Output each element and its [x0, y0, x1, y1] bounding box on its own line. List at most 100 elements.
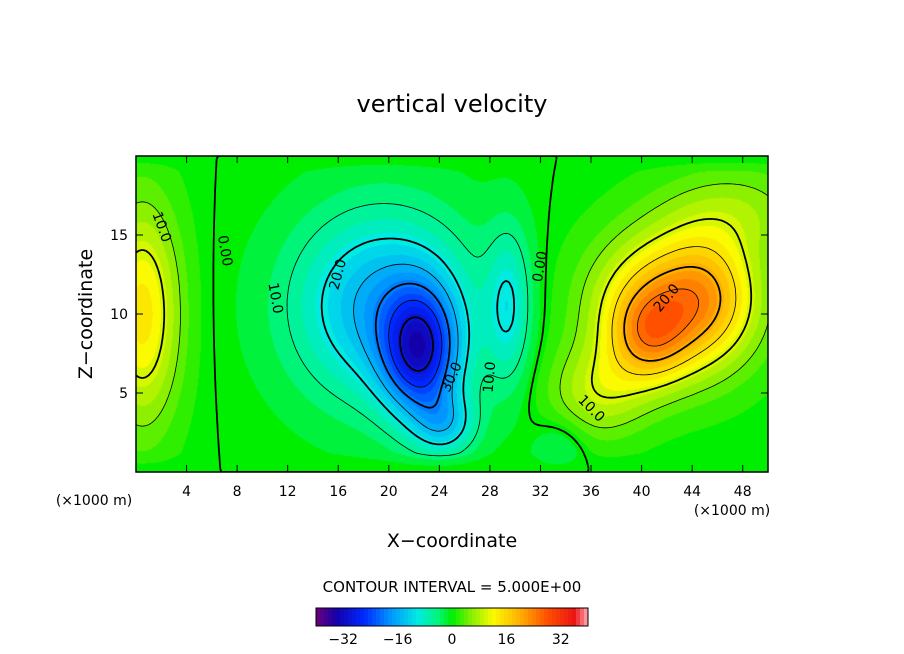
- colorbar-tick-label: 0: [448, 632, 457, 648]
- colorbar-swatch: [556, 608, 561, 626]
- x-tick-label: 20: [380, 484, 398, 500]
- colorbar-swatch: [336, 608, 341, 626]
- colorbar-swatch: [384, 608, 389, 626]
- x-tick-label: 12: [279, 484, 297, 500]
- colorbar-swatch: [468, 608, 473, 626]
- colorbar: [316, 608, 589, 626]
- colorbar-swatch: [412, 608, 417, 626]
- contour-label: 10.0: [264, 281, 285, 314]
- colorbar-swatch: [316, 608, 321, 626]
- colorbar-swatch: [560, 608, 565, 626]
- contour-line-level-0: [212, 156, 590, 472]
- colorbar-swatch: [456, 608, 461, 626]
- colorbar-swatch: [352, 608, 357, 626]
- y-tick-label: 15: [110, 228, 128, 244]
- colorbar-tick-label: 32: [552, 632, 570, 648]
- x-axis-unit-left: (×1000 m): [56, 493, 132, 509]
- colorbar-swatch: [584, 608, 589, 626]
- colorbar-swatch: [460, 608, 465, 626]
- colorbar-swatch: [344, 608, 349, 626]
- colorbar-swatch: [332, 608, 337, 626]
- colorbar-swatch: [432, 608, 437, 626]
- colorbar-swatch: [452, 608, 457, 626]
- x-tick-label: 16: [329, 484, 347, 500]
- colorbar-swatch: [496, 608, 501, 626]
- colorbar-swatch: [408, 608, 413, 626]
- chart-title: vertical velocity: [357, 90, 548, 118]
- colorbar-swatch: [580, 608, 585, 626]
- contour-line-level-20: [623, 266, 722, 362]
- colorbar-swatch: [548, 608, 553, 626]
- colorbar-swatch: [512, 608, 517, 626]
- colorbar-swatch: [388, 608, 393, 626]
- colorbar-swatch: [392, 608, 397, 626]
- colorbar-swatch: [424, 608, 429, 626]
- colorbar-tick-label: −16: [383, 632, 413, 648]
- x-axis-label: X−coordinate: [387, 530, 517, 552]
- contour-label: 20.0: [326, 257, 350, 291]
- colorbar-swatch: [464, 608, 469, 626]
- colorbar-swatch: [356, 608, 361, 626]
- contour-line-level-25: [637, 288, 699, 347]
- colorbar-swatch: [420, 608, 425, 626]
- colorbar-swatch: [376, 608, 381, 626]
- colorbar-swatch: [484, 608, 489, 626]
- contour-label: 0.00: [530, 250, 551, 283]
- contour-line-level-neg20: [374, 282, 451, 409]
- colorbar-swatch: [400, 608, 405, 626]
- colorbar-swatch: [448, 608, 453, 626]
- colorbar-tick-label: −32: [328, 632, 358, 648]
- contour-line-level-neg15: [353, 263, 459, 432]
- colorbar-swatch: [436, 608, 441, 626]
- colorbar-swatch: [568, 608, 573, 626]
- contour-line-level-neg5: [286, 203, 529, 457]
- x-tick-label: 36: [582, 484, 600, 500]
- contour-line-level-neg30: [399, 316, 434, 372]
- colorbar-swatch: [532, 608, 537, 626]
- x-axis-unit-right: (×1000 m): [694, 503, 770, 519]
- contour-label: 10.0: [481, 361, 500, 393]
- x-tick-label: 32: [532, 484, 550, 500]
- colorbar-swatch: [524, 608, 529, 626]
- x-tick-label: 4: [182, 484, 191, 500]
- contour-line-level-neg25: [388, 299, 443, 388]
- colorbar-swatch: [504, 608, 509, 626]
- colorbar-swatch: [444, 608, 449, 626]
- colorbar-ticks: −32 −16 0 16 32: [328, 632, 569, 648]
- contour-line-level-10: [136, 218, 753, 399]
- colorbar-swatch: [328, 608, 333, 626]
- colorbar-swatch: [404, 608, 409, 626]
- x-axis-ticks: 4 8 12 16 20 24 28 32 36 40 44 48: [182, 156, 752, 500]
- colorbar-frame: [315, 607, 589, 627]
- colorbar-swatch: [320, 608, 325, 626]
- colorbar-swatch: [380, 608, 385, 626]
- contour-line-level-5: [136, 183, 768, 429]
- colorbar-swatch: [396, 608, 401, 626]
- x-tick-label: 8: [233, 484, 242, 500]
- colorbar-swatch: [572, 608, 577, 626]
- colorbar-swatch: [528, 608, 533, 626]
- y-tick-label: 10: [110, 307, 128, 323]
- colorbar-swatch: [480, 608, 485, 626]
- contour-interval-note: CONTOUR INTERVAL = 5.000E+00: [323, 578, 582, 596]
- contour-lines: [136, 156, 768, 472]
- contour-line-level-15: [611, 246, 737, 376]
- colorbar-swatch: [340, 608, 345, 626]
- x-tick-label: 40: [633, 484, 651, 500]
- colorbar-swatch: [544, 608, 549, 626]
- contour-line-level-neg10: [320, 237, 515, 446]
- colorbar-swatch: [472, 608, 477, 626]
- colorbar-swatch: [500, 608, 505, 626]
- y-tick-label: 5: [119, 386, 128, 402]
- colorbar-swatch: [360, 608, 365, 626]
- colorbar-swatch: [364, 608, 369, 626]
- contour-label: 0.00: [214, 234, 235, 267]
- colorbar-swatch: [492, 608, 497, 626]
- y-axis-label: Z−coordinate: [75, 249, 97, 379]
- x-tick-label: 28: [481, 484, 499, 500]
- colorbar-swatch: [508, 608, 513, 626]
- colorbar-swatch: [488, 608, 493, 626]
- x-tick-label: 44: [683, 484, 701, 500]
